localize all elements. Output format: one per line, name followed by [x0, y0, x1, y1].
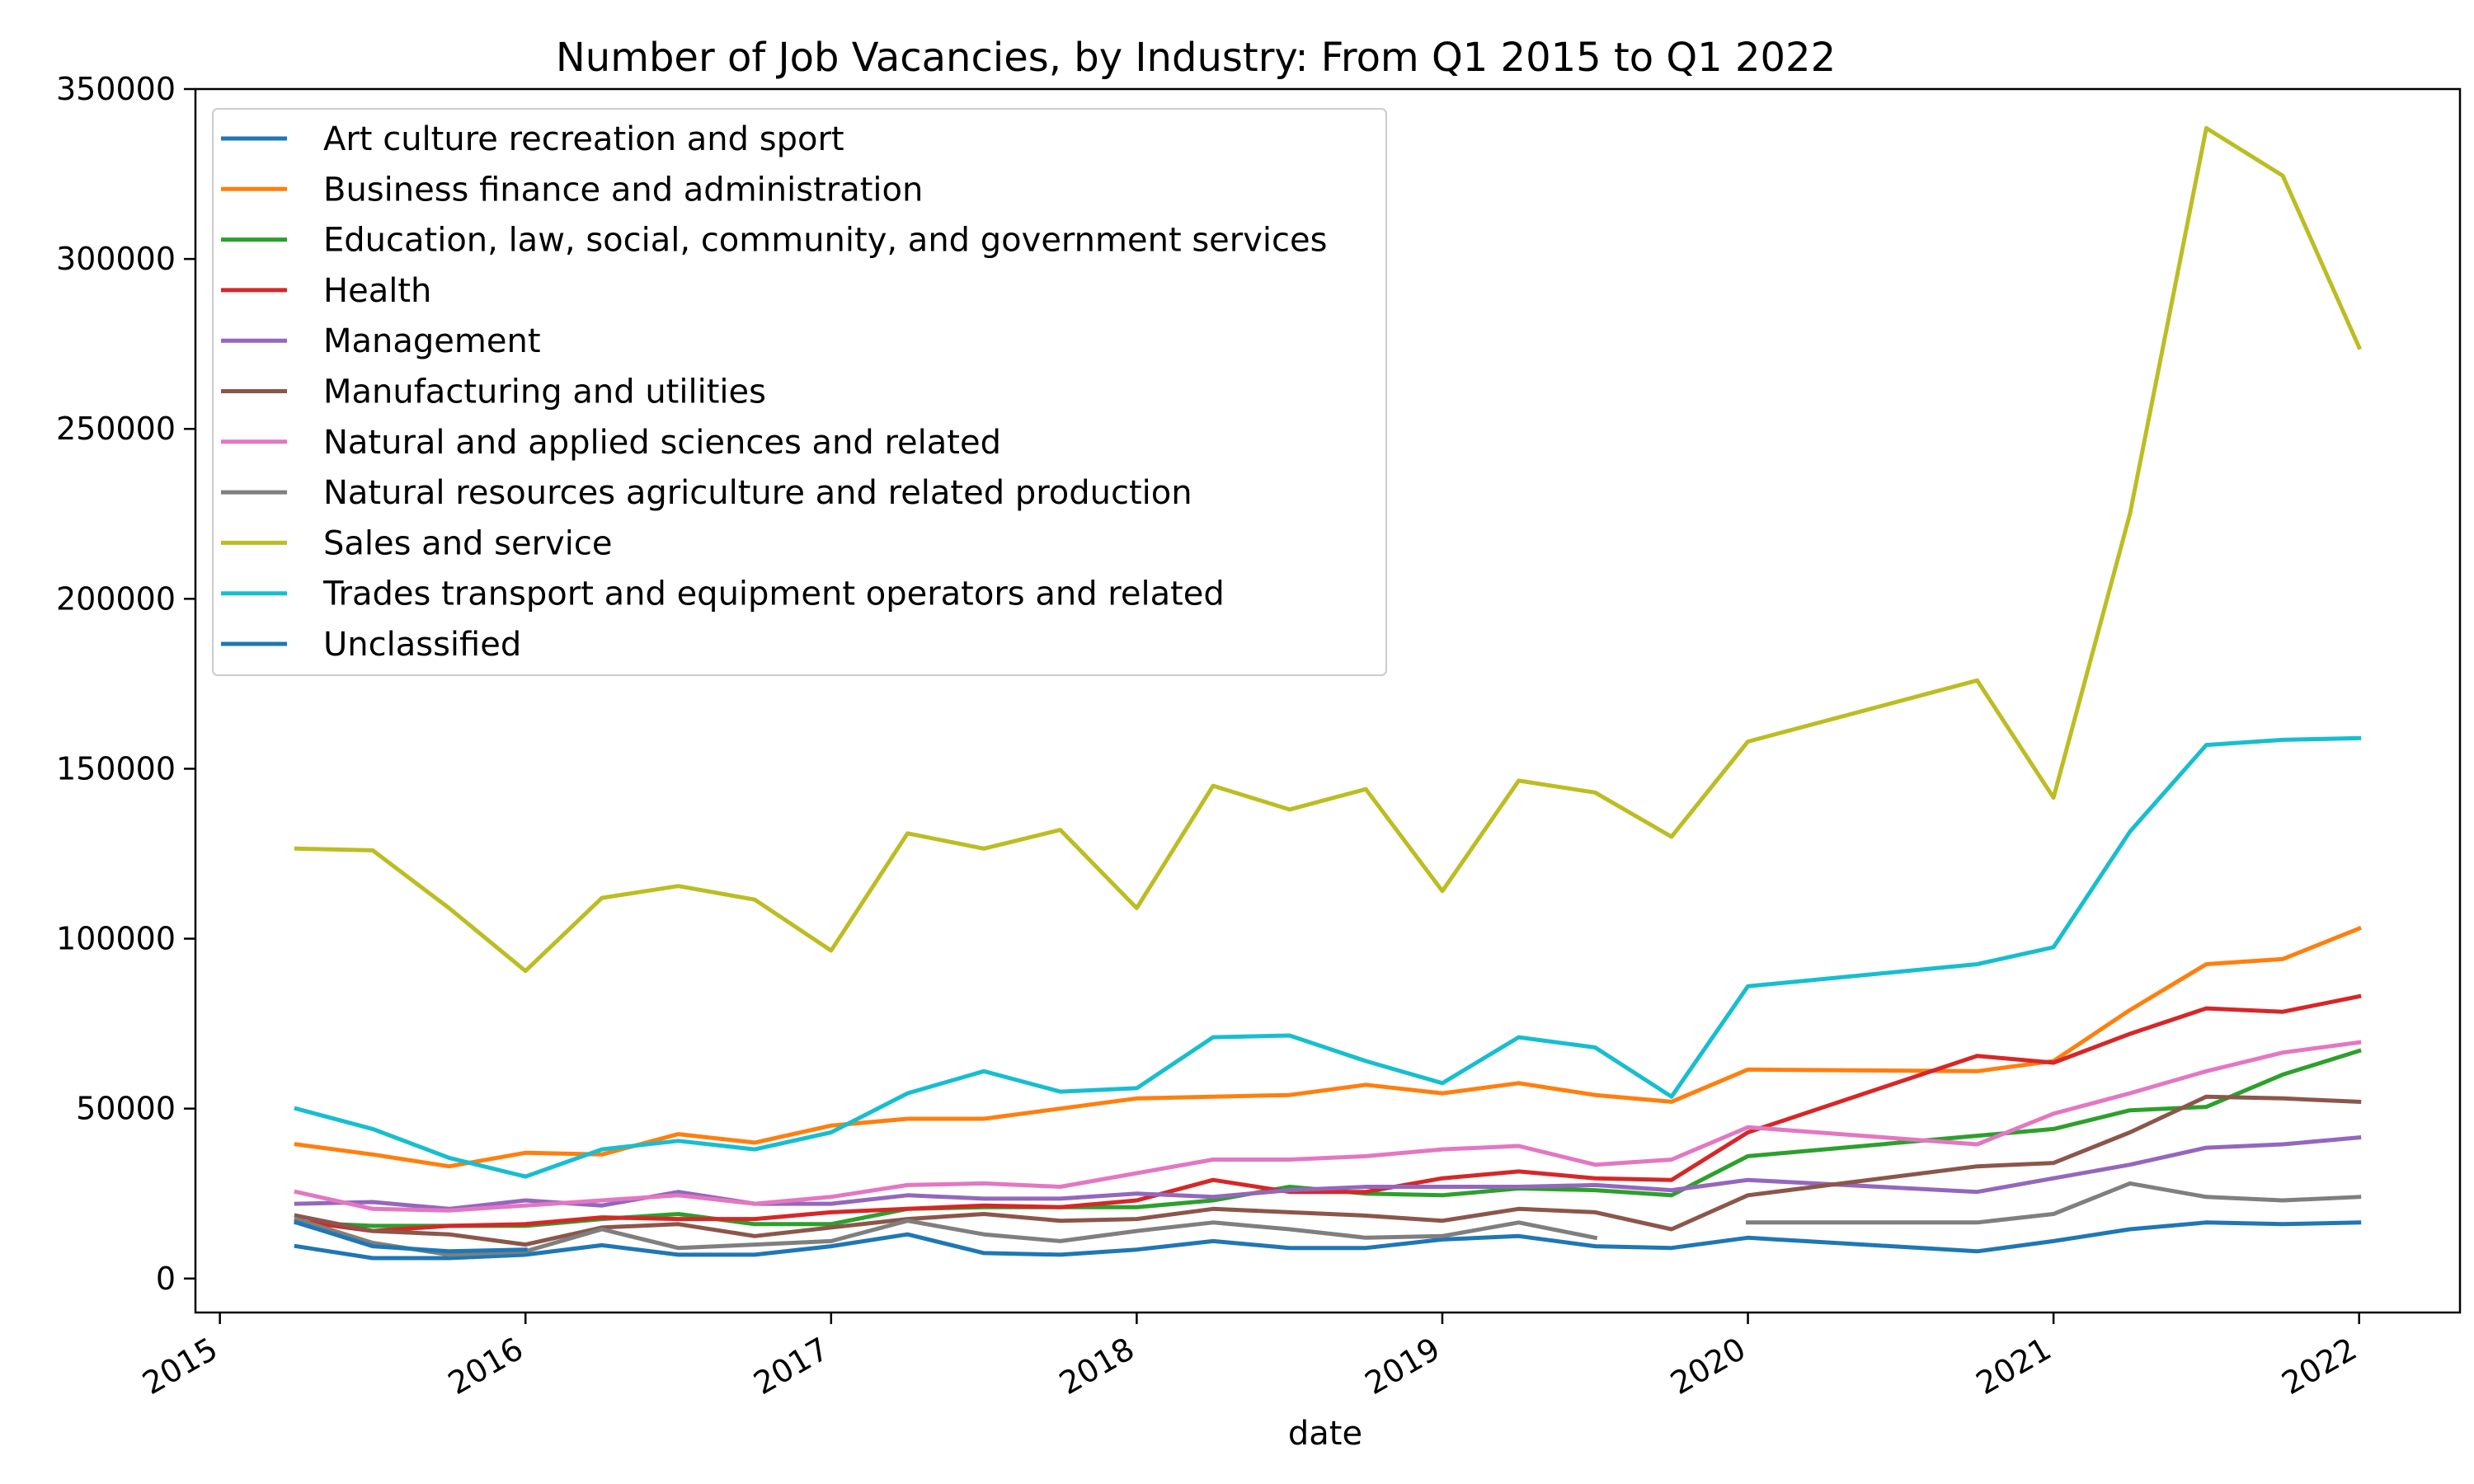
legend-label: Art culture recreation and sport: [323, 120, 844, 158]
series-line-4: [294, 993, 2362, 1233]
y-axis: 0 50000 100000 150000 200000 250000 300000 3500…: [56, 71, 195, 1297]
series-line-5: [294, 1134, 2362, 1211]
chart-title: Number of Job Vacancies, by Industry: Fr…: [556, 35, 1836, 81]
x-tick-label: 2021: [1970, 1331, 2058, 1402]
x-tick-label: 2015: [136, 1331, 223, 1402]
y-tick-label: 250000: [56, 411, 176, 447]
y-tick-label: 50000: [76, 1091, 176, 1127]
legend-items: Art culture recreation and sport Business…: [221, 120, 1327, 664]
y-tick-label: 200000: [56, 580, 176, 617]
x-tick-label: 2016: [442, 1331, 529, 1402]
x-tick-label: 2018: [1053, 1331, 1141, 1402]
plot-frame: [194, 87, 2462, 1314]
legend-label: Sales and service: [323, 524, 612, 562]
legend-label: Natural and applied sciences and related: [323, 424, 1001, 462]
legend-label: Unclassified: [323, 626, 521, 664]
x-axis-title: date: [1288, 1415, 1362, 1453]
series-line-11: [294, 1219, 528, 1254]
series-line-6: [294, 1094, 2362, 1247]
y-tick-label: 300000: [56, 241, 176, 277]
legend-label: Business finance and administration: [323, 171, 923, 209]
y-tick-label: 100000: [56, 921, 176, 957]
legend-label: Education, law, social, community, and g…: [323, 222, 1327, 260]
series-line-1: [294, 1220, 2362, 1261]
series-line-9: [294, 125, 2363, 974]
x-axis: 2015 2016 2017 2018 2019 2020 2021 2022: [136, 1313, 2363, 1402]
legend-box: [212, 108, 1387, 676]
series-line-7: [294, 1040, 2362, 1213]
legend-label: Health: [323, 272, 431, 310]
x-tick-label: 2019: [1359, 1331, 1446, 1402]
legend: Art culture recreation and sport Business…: [212, 108, 1387, 676]
series-layer: [294, 125, 2363, 1261]
x-tick-label: 2017: [748, 1331, 835, 1402]
x-tick-label: 2022: [2275, 1331, 2363, 1402]
legend-label: Manufacturing and utilities: [323, 373, 766, 411]
legend-label: Management: [323, 322, 541, 360]
x-tick-label: 2020: [1664, 1331, 1752, 1402]
y-tick-label: 350000: [56, 71, 176, 107]
series-line-10: [294, 735, 2362, 1179]
y-tick-label: 150000: [56, 750, 176, 787]
y-tick-label: 0: [156, 1261, 176, 1297]
legend-label: Trades transport and equipment operators…: [322, 575, 1225, 613]
legend-label: Natural resources agriculture and relate…: [323, 474, 1192, 512]
